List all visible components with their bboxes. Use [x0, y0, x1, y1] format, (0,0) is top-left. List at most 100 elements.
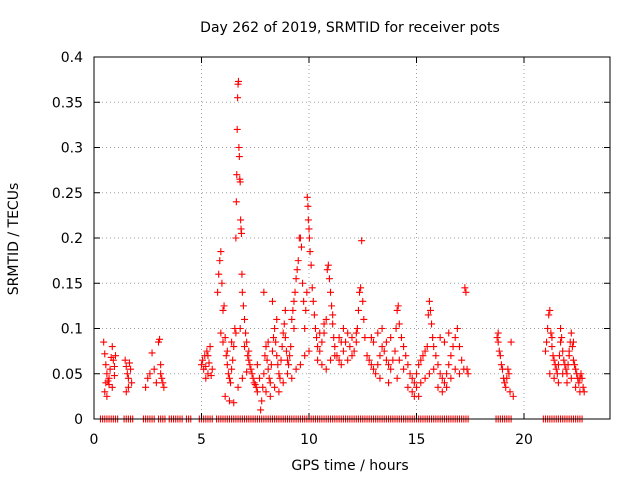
- data-point: [202, 363, 210, 371]
- data-point: [329, 311, 337, 319]
- data-point: [243, 338, 251, 346]
- data-point: [102, 361, 110, 369]
- data-point: [438, 374, 446, 382]
- data-point: [268, 347, 276, 355]
- data-point: [122, 363, 130, 371]
- data-point: [103, 370, 111, 378]
- data-point: [557, 338, 565, 346]
- data-point: [438, 388, 446, 396]
- data-point: [238, 374, 246, 382]
- plot-frame: [93, 56, 611, 420]
- data-point: [337, 361, 345, 369]
- data-point: [572, 365, 580, 373]
- data-point: [284, 356, 291, 364]
- data-point: [546, 306, 554, 314]
- data-point: [564, 361, 572, 369]
- y-axis-label: SRMTID / TECUs: [6, 183, 22, 296]
- data-point: [463, 365, 471, 373]
- data-point: [387, 365, 395, 373]
- data-point: [567, 374, 575, 382]
- data-point: [292, 275, 300, 283]
- data-point: [123, 370, 131, 378]
- data-point: [335, 334, 343, 342]
- data-point: [262, 343, 270, 351]
- data-point: [232, 234, 240, 242]
- data-point: [219, 338, 227, 346]
- data-point: [264, 365, 272, 373]
- data-point: [434, 383, 442, 391]
- data-point: [577, 370, 585, 378]
- data-point: [222, 352, 230, 360]
- data-point: [279, 379, 287, 387]
- data-point: [346, 343, 354, 351]
- data-point: [413, 383, 420, 391]
- data-point: [122, 388, 130, 396]
- data-point: [430, 365, 438, 373]
- data-point: [227, 379, 235, 387]
- data-point: [440, 338, 448, 346]
- data-point: [378, 343, 386, 351]
- data-point: [550, 356, 558, 364]
- data-point: [257, 406, 265, 414]
- data-point: [494, 338, 502, 346]
- data-point: [350, 347, 358, 355]
- data-point: [576, 388, 584, 396]
- data-point: [372, 370, 380, 378]
- data-point: [426, 306, 434, 314]
- data-point: [236, 325, 244, 332]
- data-point: [282, 347, 290, 355]
- data-point: [274, 361, 282, 369]
- data-point: [266, 392, 274, 400]
- data-point: [273, 315, 281, 323]
- data-point: [103, 392, 111, 400]
- data-point: [563, 379, 571, 387]
- data-point: [545, 311, 553, 319]
- data-point: [296, 361, 304, 369]
- data-point: [421, 347, 429, 355]
- data-point: [361, 334, 369, 342]
- data-point: [109, 356, 117, 364]
- data-point: [400, 365, 408, 373]
- data-point: [353, 325, 361, 332]
- data-point: [215, 270, 223, 278]
- data-point: [445, 361, 453, 369]
- data-point: [382, 356, 390, 364]
- data-point: [565, 347, 573, 355]
- data-point: [462, 288, 470, 296]
- data-point: [152, 379, 160, 387]
- data-point: [128, 379, 136, 387]
- data-point: [393, 374, 401, 382]
- data-point: [430, 343, 438, 351]
- data-point: [267, 361, 275, 369]
- data-point: [245, 347, 253, 355]
- data-point: [271, 383, 279, 391]
- data-point: [304, 216, 312, 224]
- data-point: [301, 352, 309, 360]
- data-point: [294, 257, 302, 265]
- data-point: [292, 365, 300, 373]
- data-point: [316, 347, 324, 355]
- data-point: [495, 347, 503, 355]
- data-point: [434, 361, 442, 369]
- data-point: [417, 356, 425, 364]
- data-point: [284, 370, 291, 378]
- data-point: [218, 279, 226, 287]
- data-point: [204, 352, 212, 360]
- data-point: [279, 329, 287, 337]
- data-point: [543, 338, 551, 346]
- data-point: [314, 356, 322, 364]
- data-point: [436, 334, 444, 342]
- data-point: [322, 365, 330, 373]
- data-point: [253, 361, 261, 369]
- data-point: [205, 359, 213, 367]
- data-point: [214, 288, 222, 296]
- data-point: [318, 361, 326, 369]
- data-point: [367, 361, 375, 369]
- chart-title: Day 262 of 2019, SRMTID for receiver pot…: [200, 20, 500, 36]
- data-point: [293, 266, 301, 274]
- data-point: [329, 320, 337, 328]
- data-point: [544, 325, 552, 332]
- data-point: [449, 343, 457, 351]
- data-point: [503, 374, 511, 382]
- data-point: [318, 338, 326, 346]
